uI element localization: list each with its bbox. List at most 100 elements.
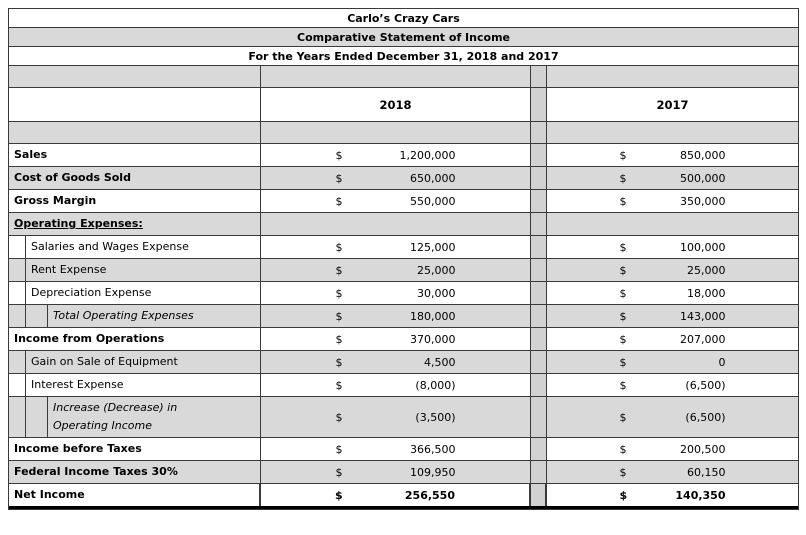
value-2018-cell: $109,950 [261, 461, 531, 483]
statement-title: Comparative Statement of Income [9, 28, 798, 47]
currency-symbol: $ [619, 263, 627, 277]
row-label: Salaries and Wages Expense [31, 240, 189, 253]
amount: $100,000 [620, 241, 726, 254]
table-row: Sales $1,200,000 $850,000 [9, 144, 798, 167]
table-row: Increase (Decrease) in Operating Income $… [9, 397, 798, 438]
column-spacer [531, 213, 547, 235]
amount: $109,950 [336, 466, 456, 479]
amount-value: 1,200,000 [399, 148, 456, 162]
amount-value: 850,000 [680, 148, 726, 162]
spacer-cell [261, 66, 531, 87]
column-spacer [531, 190, 547, 212]
amount: $ (8,000) [336, 379, 456, 392]
amount: $143,000 [620, 310, 726, 323]
column-spacer [531, 351, 547, 373]
currency-symbol: $ [619, 309, 627, 323]
value-2017-cell: $500,000 [547, 167, 798, 189]
column-spacer [531, 438, 547, 460]
column-spacer [531, 259, 547, 281]
amount-value: 350,000 [680, 194, 726, 208]
currency-symbol: $ [619, 465, 627, 479]
row-label: Sales [14, 148, 48, 161]
indent-guide [26, 397, 48, 437]
currency-symbol: $ [335, 378, 343, 392]
table-row: Gross Margin $550,000 $350,000 [9, 190, 798, 213]
value-2018-cell: $550,000 [261, 190, 531, 212]
value-2017-cell: $25,000 [547, 259, 798, 281]
amount: $256,550 [335, 489, 455, 502]
amount-value: 4,500 [424, 355, 456, 369]
amount: $366,500 [336, 443, 456, 456]
value-2018-cell: $256,550 [261, 484, 531, 506]
spacer-cell [9, 66, 261, 87]
row-label-cell: Gain on Sale of Equipment [9, 351, 261, 373]
amount: $200,500 [620, 443, 726, 456]
amount-value: 500,000 [680, 171, 726, 185]
indent-guide [9, 374, 26, 396]
row-label-cell: Income before Taxes [9, 438, 261, 460]
currency-symbol: $ [619, 286, 627, 300]
amount-value: 125,000 [410, 240, 456, 254]
statement-period: For the Years Ended December 31, 2018 an… [9, 47, 798, 66]
value-2018-cell: $125,000 [261, 236, 531, 258]
value-2017-cell: $ (6,500) [547, 397, 798, 437]
amount: $25,000 [620, 264, 726, 277]
table-row: Net Income $256,550 $140,350 [9, 484, 798, 509]
row-label-cell: Interest Expense [9, 374, 261, 396]
currency-symbol: $ [335, 171, 343, 185]
row-label: Rent Expense [31, 263, 107, 276]
currency-symbol: $ [335, 488, 343, 502]
row-label: Operating Expenses: [14, 217, 143, 230]
currency-symbol: $ [619, 378, 627, 392]
row-label-cell: Operating Expenses: [9, 213, 261, 235]
row-label: Income from Operations [14, 332, 165, 345]
header-2018: 2018 [261, 88, 531, 121]
amount-value: 650,000 [410, 171, 456, 185]
row-label-cell: Cost of Goods Sold [9, 167, 261, 189]
currency-symbol: $ [335, 332, 343, 346]
row-label: Income before Taxes [14, 442, 142, 455]
row-label-cell: Increase (Decrease) in Operating Income [9, 397, 261, 437]
value-2018-cell: $180,000 [261, 305, 531, 327]
value-2017-cell: $18,000 [547, 282, 798, 304]
currency-symbol: $ [335, 194, 343, 208]
amount: $650,000 [336, 172, 456, 185]
currency-symbol: $ [335, 410, 343, 424]
table-row: Cost of Goods Sold $650,000 $500,000 [9, 167, 798, 190]
currency-symbol: $ [335, 442, 343, 456]
value-2017-cell: $100,000 [547, 236, 798, 258]
column-spacer [531, 167, 547, 189]
currency-symbol: $ [619, 148, 627, 162]
row-label-cell: Net Income [9, 484, 261, 506]
amount: $ (6,500) [620, 379, 726, 392]
amount: $850,000 [620, 149, 726, 162]
value-2018-cell: $ (8,000) [261, 374, 531, 396]
table-row: Gain on Sale of Equipment $4,500 $0 [9, 351, 798, 374]
column-spacer [531, 328, 547, 350]
currency-symbol: $ [619, 240, 627, 254]
currency-symbol: $ [619, 488, 628, 502]
column-spacer [531, 66, 547, 87]
spacer-cell [547, 66, 798, 87]
currency-symbol: $ [335, 240, 343, 254]
table-row: Salaries and Wages Expense $125,000 $100,0… [9, 236, 798, 259]
table-row: Rent Expense $25,000 $25,000 [9, 259, 798, 282]
amount: $4,500 [336, 356, 456, 369]
row-label: Net Income [14, 488, 85, 501]
value-2017-cell: $60,150 [547, 461, 798, 483]
column-spacer [531, 236, 547, 258]
amount: $30,000 [336, 287, 456, 300]
amount: $550,000 [336, 195, 456, 208]
company-name: Carlo’s Crazy Cars [9, 9, 798, 28]
amount: $350,000 [620, 195, 726, 208]
column-spacer [531, 397, 547, 437]
value-2017-cell: $ (6,500) [547, 374, 798, 396]
row-label-cell: Total Operating Expenses [9, 305, 261, 327]
amount-value: 100,000 [680, 240, 726, 254]
column-header-row: 2018 2017 [9, 88, 798, 122]
table-row: Income before Taxes $366,500 $200,500 [9, 438, 798, 461]
currency-symbol: $ [335, 263, 343, 277]
currency-symbol: $ [619, 171, 627, 185]
column-spacer [531, 374, 547, 396]
amount: $0 [620, 356, 726, 369]
